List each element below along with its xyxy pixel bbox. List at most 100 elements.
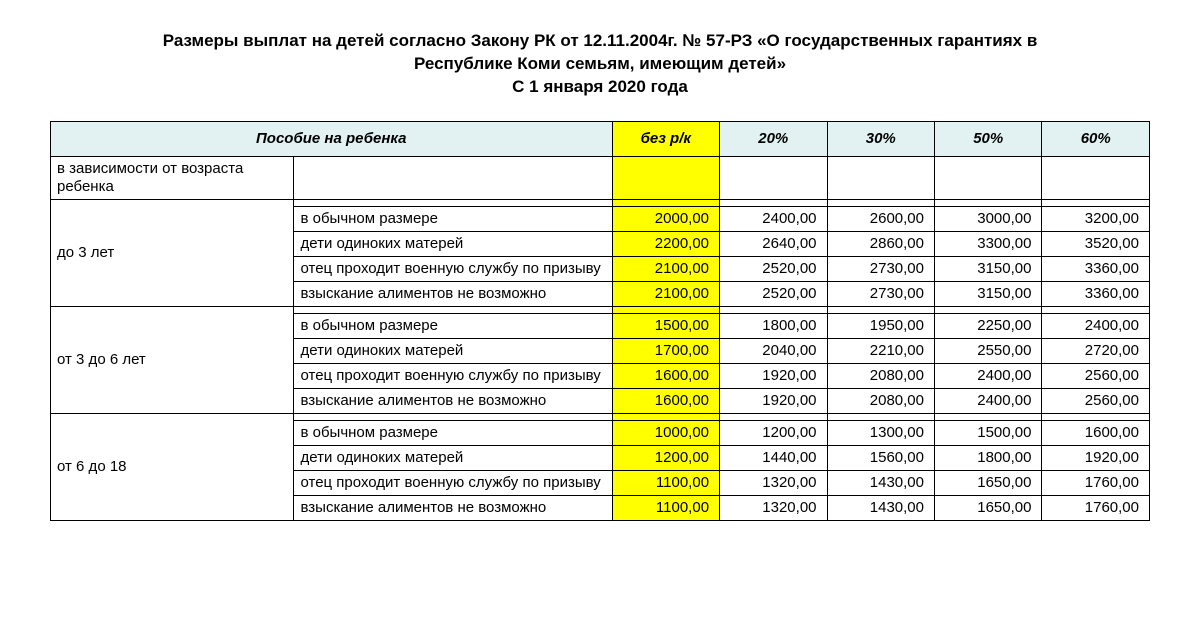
page-title: Размеры выплат на детей согласно Закону … — [50, 30, 1150, 99]
cell-empty — [294, 306, 612, 313]
value-cell: 2560,00 — [1042, 363, 1150, 388]
cell-empty — [935, 306, 1042, 313]
group-spacer-row: от 3 до 6 лет — [51, 306, 1150, 313]
cell-empty — [720, 156, 827, 199]
cell-empty — [720, 306, 827, 313]
value-cell: 1920,00 — [1042, 445, 1150, 470]
value-cell: 1500,00 — [935, 420, 1042, 445]
value-cell: 2730,00 — [827, 281, 934, 306]
value-base-cell: 2200,00 — [612, 231, 719, 256]
value-base-cell: 2000,00 — [612, 206, 719, 231]
value-base-cell: 1200,00 — [612, 445, 719, 470]
value-cell: 3150,00 — [935, 281, 1042, 306]
age-group-label: от 6 до 18 — [51, 413, 294, 520]
value-cell: 1560,00 — [827, 445, 934, 470]
condition-cell: взыскание алиментов не возможно — [294, 388, 612, 413]
value-cell: 1760,00 — [1042, 495, 1150, 520]
age-group-label: до 3 лет — [51, 199, 294, 306]
cell-empty — [294, 199, 612, 206]
value-cell: 1430,00 — [827, 470, 934, 495]
cell-dep-age: в зависимости от возраста ребенка — [51, 156, 294, 199]
cell-empty — [612, 156, 719, 199]
cell-empty — [1042, 156, 1150, 199]
benefits-table: Пособие на ребенка без р/к 20% 30% 50% 6… — [50, 121, 1150, 521]
value-base-cell: 2100,00 — [612, 281, 719, 306]
value-cell: 2730,00 — [827, 256, 934, 281]
table-body: в зависимости от возраста ребенка до 3 л… — [51, 156, 1150, 520]
condition-cell: в обычном размере — [294, 206, 612, 231]
value-cell: 2040,00 — [720, 338, 827, 363]
value-base-cell: 1600,00 — [612, 363, 719, 388]
group-spacer-row: до 3 лет — [51, 199, 1150, 206]
cell-empty — [1042, 413, 1150, 420]
row-depends-on-age: в зависимости от возраста ребенка — [51, 156, 1150, 199]
value-cell: 1800,00 — [720, 313, 827, 338]
value-cell: 1650,00 — [935, 495, 1042, 520]
value-cell: 2400,00 — [1042, 313, 1150, 338]
cell-empty — [720, 199, 827, 206]
condition-cell: отец проходит военную службу по призыву — [294, 363, 612, 388]
col-base: без р/к — [612, 121, 719, 156]
value-cell: 1440,00 — [720, 445, 827, 470]
cell-empty — [827, 306, 934, 313]
title-line-3: С 1 января 2020 года — [512, 77, 688, 96]
value-cell: 1200,00 — [720, 420, 827, 445]
title-line-1: Размеры выплат на детей согласно Закону … — [163, 31, 1038, 50]
group-spacer-row: от 6 до 18 — [51, 413, 1150, 420]
value-cell: 2600,00 — [827, 206, 934, 231]
col-30: 30% — [827, 121, 934, 156]
value-cell: 1650,00 — [935, 470, 1042, 495]
col-benefit: Пособие на ребенка — [51, 121, 613, 156]
value-cell: 1950,00 — [827, 313, 934, 338]
condition-cell: дети одиноких матерей — [294, 445, 612, 470]
cell-empty — [1042, 306, 1150, 313]
value-base-cell: 1100,00 — [612, 470, 719, 495]
value-cell: 2520,00 — [720, 281, 827, 306]
value-cell: 2860,00 — [827, 231, 934, 256]
cell-empty — [827, 199, 934, 206]
col-20: 20% — [720, 121, 827, 156]
condition-cell: в обычном размере — [294, 313, 612, 338]
cell-empty — [935, 199, 1042, 206]
value-cell: 1920,00 — [720, 388, 827, 413]
value-base-cell: 1500,00 — [612, 313, 719, 338]
value-cell: 1920,00 — [720, 363, 827, 388]
condition-cell: отец проходит военную службу по призыву — [294, 256, 612, 281]
condition-cell: взыскание алиментов не возможно — [294, 495, 612, 520]
condition-cell: в обычном размере — [294, 420, 612, 445]
title-line-2: Республике Коми семьям, имеющим детей» — [414, 54, 786, 73]
value-cell: 2400,00 — [935, 388, 1042, 413]
value-cell: 3360,00 — [1042, 281, 1150, 306]
value-cell: 2400,00 — [720, 206, 827, 231]
value-cell: 1430,00 — [827, 495, 934, 520]
col-50: 50% — [935, 121, 1042, 156]
value-cell: 2560,00 — [1042, 388, 1150, 413]
cell-empty — [294, 156, 612, 199]
age-group-label: от 3 до 6 лет — [51, 306, 294, 413]
cell-empty — [1042, 199, 1150, 206]
value-cell: 3360,00 — [1042, 256, 1150, 281]
value-cell: 3150,00 — [935, 256, 1042, 281]
value-base-cell: 1700,00 — [612, 338, 719, 363]
value-cell: 1600,00 — [1042, 420, 1150, 445]
value-cell: 1800,00 — [935, 445, 1042, 470]
cell-empty — [612, 413, 719, 420]
table-header-row: Пособие на ребенка без р/к 20% 30% 50% 6… — [51, 121, 1150, 156]
value-cell: 1320,00 — [720, 495, 827, 520]
value-cell: 3200,00 — [1042, 206, 1150, 231]
value-base-cell: 1000,00 — [612, 420, 719, 445]
value-cell: 2550,00 — [935, 338, 1042, 363]
value-cell: 3300,00 — [935, 231, 1042, 256]
value-cell: 3520,00 — [1042, 231, 1150, 256]
condition-cell: дети одиноких матерей — [294, 338, 612, 363]
value-cell: 1760,00 — [1042, 470, 1150, 495]
value-cell: 2210,00 — [827, 338, 934, 363]
value-cell: 2080,00 — [827, 363, 934, 388]
value-cell: 2720,00 — [1042, 338, 1150, 363]
cell-empty — [935, 156, 1042, 199]
cell-empty — [294, 413, 612, 420]
cell-empty — [612, 199, 719, 206]
col-60: 60% — [1042, 121, 1150, 156]
value-cell: 2640,00 — [720, 231, 827, 256]
value-cell: 3000,00 — [935, 206, 1042, 231]
